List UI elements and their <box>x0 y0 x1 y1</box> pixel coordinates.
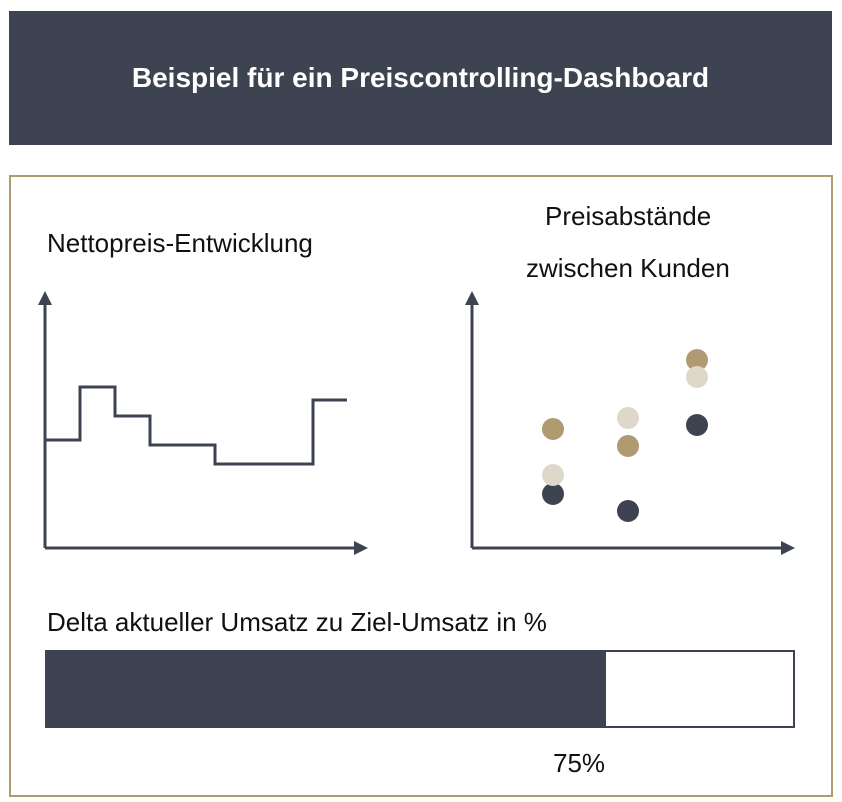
x-axis-arrow-icon <box>781 541 795 555</box>
scatter-point <box>686 414 708 436</box>
header-banner: Beispiel für ein Preiscontrolling-Dashbo… <box>9 11 832 145</box>
page-title: Beispiel für ein Preiscontrolling-Dashbo… <box>131 62 710 93</box>
scatter-point <box>617 407 639 429</box>
scatter-point <box>617 500 639 522</box>
x-axis-arrow-icon <box>354 541 368 555</box>
revenue-progress-bar <box>45 650 795 728</box>
scatter-point <box>617 435 639 457</box>
revenue-progress-fill <box>47 652 606 726</box>
scatter-point <box>686 366 708 388</box>
y-axis-arrow-icon <box>465 291 479 305</box>
price-step-line <box>46 385 347 466</box>
y-axis-arrow-icon <box>38 291 52 305</box>
scatter-point <box>542 464 564 486</box>
price-gap-chart <box>465 291 795 555</box>
revenue-progress-value: 75% <box>553 748 606 778</box>
revenue-delta-title: Delta aktueller Umsatz zu Ziel-Umsatz in… <box>47 607 547 637</box>
scatter-point <box>686 349 708 371</box>
dashboard-panel <box>9 175 833 797</box>
net-price-chart <box>38 291 368 555</box>
scatter-point <box>542 483 564 505</box>
price-gap-chart-title-line2: zwischen Kunden <box>526 253 730 283</box>
scatter-point <box>542 418 564 440</box>
net-price-chart-title: Nettopreis-Entwicklung <box>47 228 313 258</box>
price-gap-chart-title-line1: Preisabstände <box>545 201 712 231</box>
